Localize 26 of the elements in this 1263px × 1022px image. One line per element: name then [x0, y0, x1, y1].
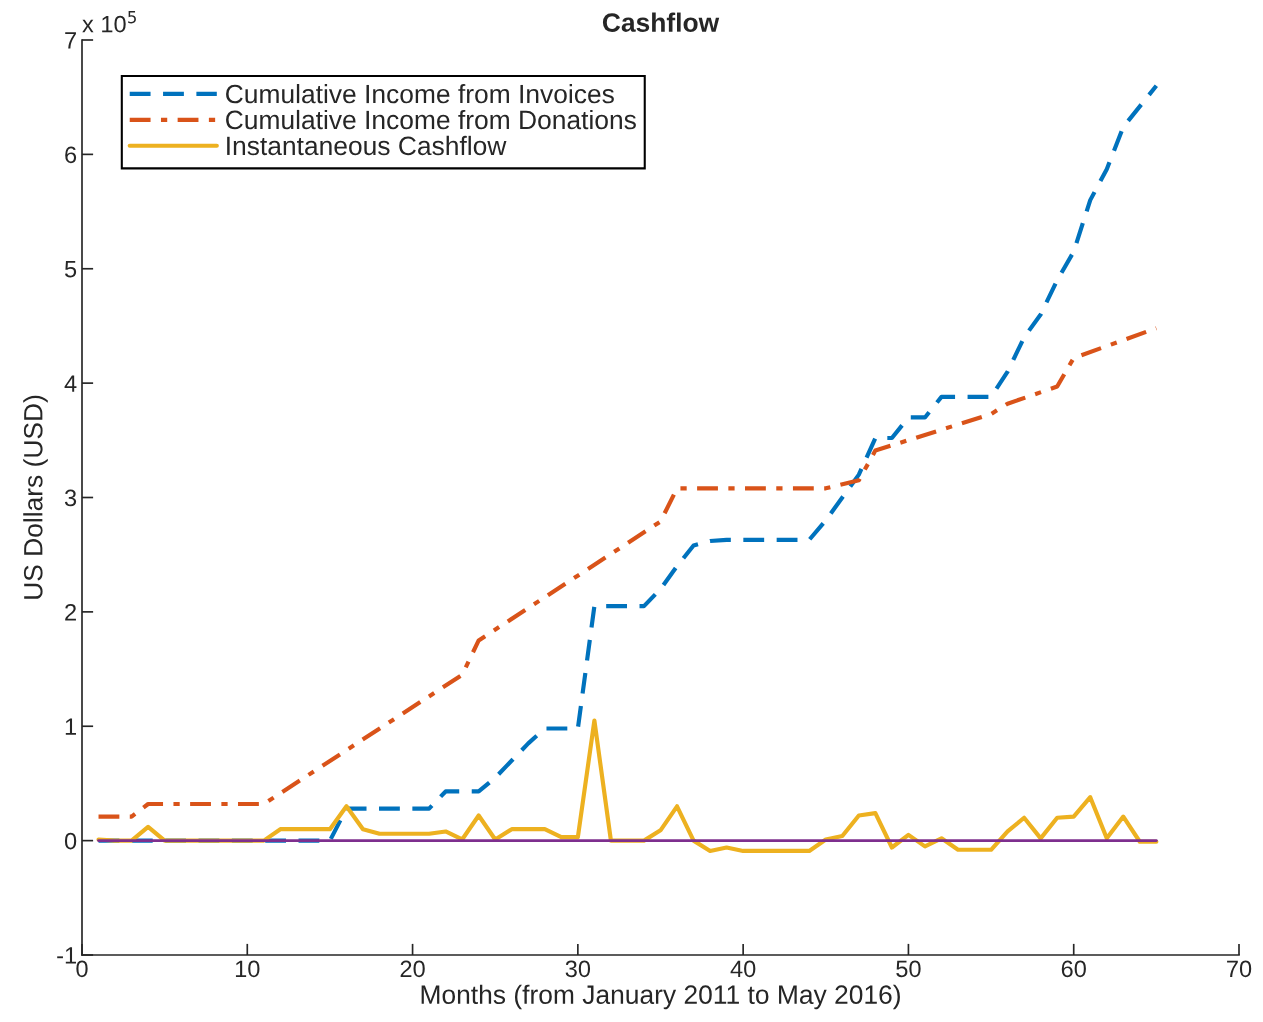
x-tick-label: 40 [730, 960, 756, 978]
y-tick-label: 6 [65, 146, 77, 164]
y-tick-label: 0 [64, 832, 77, 850]
y-tick-label: 3 [64, 489, 77, 507]
y-tick-label: 5 [64, 261, 77, 278]
text: x 10$^{5}$ [82, 11, 136, 33]
y-tick-label: 7 [65, 32, 76, 49]
x-tick-label: 30 [565, 960, 591, 978]
y-axis-title: US Dollars (USD) [23, 395, 48, 599]
chart-title: Cashflow [602, 12, 720, 32]
legend-label: Instantaneous Cashflow [227, 135, 507, 156]
x-tick-label: 0 [76, 960, 88, 978]
x-tick-label: 60 [1061, 960, 1086, 978]
line-series [96, 83, 1159, 843]
x-tick-label: 20 [400, 960, 425, 978]
y-tick-label: 4 [64, 375, 77, 392]
x-tick-label: 50 [896, 960, 921, 978]
legend-label: Cumulative Income from Donations [226, 109, 636, 130]
legend-label: Cumulative Income from Invoices [226, 83, 614, 104]
y-tick-label: 1 [65, 718, 76, 735]
x-tick-label: 10 [235, 960, 260, 978]
line-series [96, 326, 1159, 819]
y-tick-label: -1 [57, 947, 76, 964]
x-axis-title: Months (from January 2011 to May 2016) [421, 984, 900, 1010]
y-tick-label: 2 [65, 603, 76, 621]
x-tick-label: 70 [1227, 960, 1252, 978]
